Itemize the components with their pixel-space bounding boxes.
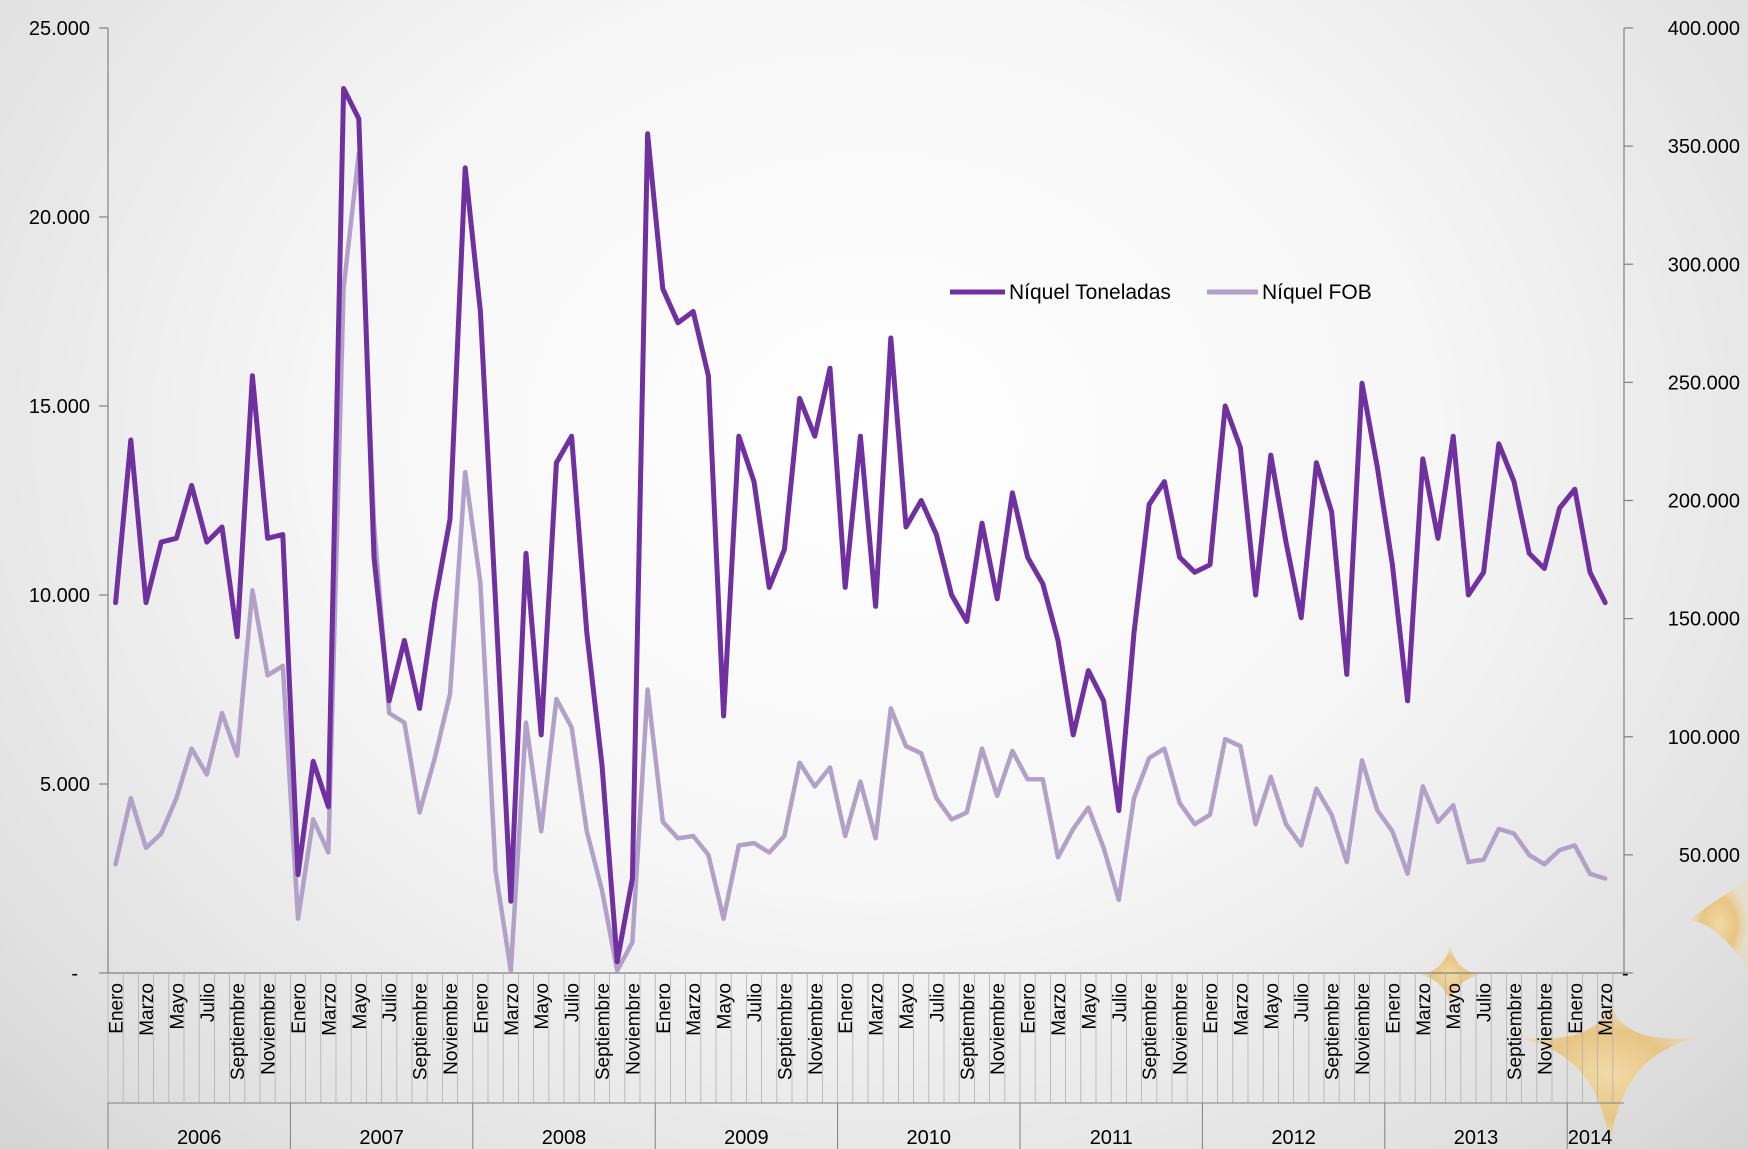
month-label: Septiembre bbox=[775, 983, 796, 1080]
month-label: Marzo bbox=[137, 983, 158, 1036]
right-tick-label: 200.000 bbox=[1668, 491, 1740, 513]
right-tick-label: 100.000 bbox=[1668, 727, 1740, 749]
legend: Níquel Toneladas Níquel FOB bbox=[950, 281, 1372, 304]
month-label: Marzo bbox=[867, 983, 888, 1036]
right-tick-label: 250.000 bbox=[1668, 372, 1740, 394]
month-label: Septiembre bbox=[1140, 983, 1161, 1080]
month-label: Julio bbox=[198, 983, 219, 1022]
month-label: Julio bbox=[1475, 983, 1496, 1022]
legend-label-toneladas: Níquel Toneladas bbox=[1009, 281, 1171, 304]
month-label: Enero bbox=[836, 983, 857, 1034]
left-tick-label: 25.000 bbox=[29, 18, 90, 40]
month-label: Marzo bbox=[319, 983, 340, 1036]
month-label: Julio bbox=[380, 983, 401, 1022]
month-label: Marzo bbox=[1596, 983, 1617, 1036]
month-label: Enero bbox=[289, 983, 310, 1034]
month-label: Noviembre bbox=[441, 983, 462, 1075]
right-tick-label: 300.000 bbox=[1668, 254, 1740, 276]
month-label: Septiembre bbox=[593, 983, 614, 1080]
year-label: 2006 bbox=[177, 1127, 222, 1149]
month-label: Noviembre bbox=[1171, 983, 1192, 1075]
month-label: Enero bbox=[1383, 983, 1404, 1034]
month-label: Noviembre bbox=[1535, 983, 1556, 1075]
series-niquel-toneladas-line bbox=[113, 86, 1608, 965]
month-label: Noviembre bbox=[259, 983, 280, 1075]
month-label: Mayo bbox=[1079, 983, 1100, 1029]
month-label: Noviembre bbox=[623, 983, 644, 1075]
month-label: Septiembre bbox=[411, 983, 432, 1080]
month-label: Mayo bbox=[532, 983, 553, 1029]
x-axis-categories: Enero Marzo Mayo Julio Septiembre Noviembre 20… bbox=[107, 973, 1624, 1149]
sparkle-decoration bbox=[1420, 880, 1748, 1149]
month-label: Marzo bbox=[684, 983, 705, 1036]
month-label: Julio bbox=[927, 983, 948, 1022]
month-label: Enero bbox=[471, 983, 492, 1034]
legend-label-fob: Níquel FOB bbox=[1262, 281, 1372, 304]
right-tick-label: 350.000 bbox=[1668, 136, 1740, 158]
left-tick-label: 20.000 bbox=[29, 207, 90, 229]
series-lines bbox=[113, 86, 1608, 973]
right-tick-label: 400.000 bbox=[1668, 18, 1740, 40]
left-tick-label: 10.000 bbox=[29, 585, 90, 607]
month-label: Julio bbox=[563, 983, 584, 1022]
month-label: Septiembre bbox=[958, 983, 979, 1080]
month-label: Septiembre bbox=[228, 983, 249, 1080]
left-axis-ticks: - 5.000 10.000 15.000 20.000 25.000 bbox=[29, 18, 108, 985]
month-label: Julio bbox=[1292, 983, 1313, 1022]
month-label: Enero bbox=[1201, 983, 1222, 1034]
month-label: Marzo bbox=[1231, 983, 1252, 1036]
month-label: Mayo bbox=[897, 983, 918, 1029]
month-label: Mayo bbox=[350, 983, 371, 1029]
month-label: Mayo bbox=[1444, 983, 1465, 1029]
month-label: Septiembre bbox=[1323, 983, 1344, 1080]
month-label: Marzo bbox=[502, 983, 523, 1036]
month-label: Marzo bbox=[1049, 983, 1070, 1036]
left-tick-label: 5.000 bbox=[40, 774, 90, 796]
year-label: 2011 bbox=[1090, 1127, 1133, 1149]
left-tick-label: 15.000 bbox=[29, 396, 90, 418]
year-label: 2007 bbox=[359, 1127, 404, 1149]
year-label: 2008 bbox=[542, 1127, 587, 1149]
month-label: Marzo bbox=[1414, 983, 1435, 1036]
month-label: Julio bbox=[1110, 983, 1131, 1022]
right-axis-ticks: - 50.000 100.000 150.000 200.000 250.000 300.0… bbox=[1622, 18, 1740, 985]
month-label: Noviembre bbox=[806, 983, 827, 1075]
year-label: 2009 bbox=[724, 1127, 769, 1149]
year-label: 2012 bbox=[1271, 1127, 1316, 1149]
month-label: Enero bbox=[1566, 983, 1587, 1034]
month-label: Julio bbox=[745, 983, 766, 1022]
month-label: Mayo bbox=[1262, 983, 1283, 1029]
left-tick-label: - bbox=[71, 963, 78, 985]
year-label: 2010 bbox=[907, 1127, 952, 1149]
month-label: Mayo bbox=[167, 983, 188, 1029]
month-label: Enero bbox=[654, 983, 675, 1034]
right-tick-label: 150.000 bbox=[1668, 609, 1740, 631]
month-label: Noviembre bbox=[1353, 983, 1374, 1075]
year-label: 2013 bbox=[1454, 1127, 1499, 1149]
month-label: Enero bbox=[107, 983, 128, 1034]
right-tick-label: - bbox=[1622, 963, 1629, 985]
month-label: Septiembre bbox=[1505, 983, 1526, 1080]
month-label: Noviembre bbox=[988, 983, 1009, 1075]
year-label: 2014 bbox=[1568, 1127, 1613, 1149]
right-tick-label: 50.000 bbox=[1679, 845, 1740, 867]
month-label: Enero bbox=[1019, 983, 1040, 1034]
month-label: Mayo bbox=[715, 983, 736, 1029]
